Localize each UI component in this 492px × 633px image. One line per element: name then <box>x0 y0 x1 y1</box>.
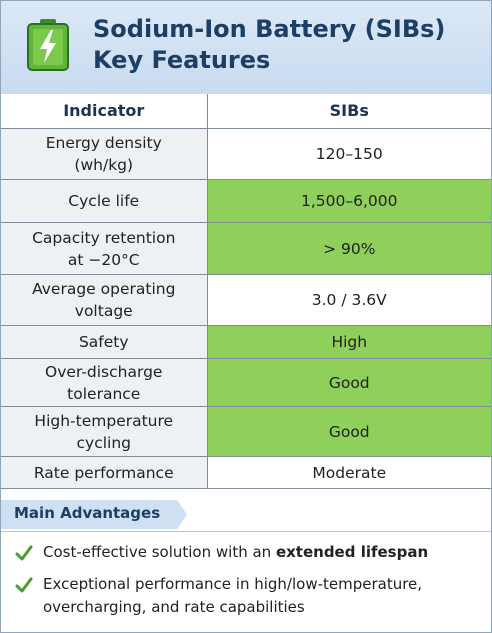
features-table: Indicator SIBs Energy density (wh/kg) 12… <box>1 94 491 489</box>
title-line-1: Sodium-Ion Battery (SIBs) <box>93 15 446 43</box>
check-icon <box>15 545 33 561</box>
advantage-text: Cost-effective solution with an <box>43 543 276 561</box>
indicator-line-1: Capacity retention <box>32 228 176 247</box>
indicator-line-2: (wh/kg) <box>74 156 134 174</box>
column-header-indicator: Indicator <box>1 94 208 129</box>
indicator-line-2: at −20°C <box>67 250 140 269</box>
value-cell: High <box>206 325 491 359</box>
advantages-heading-tab: Main Advantages <box>1 500 187 529</box>
table-row: High-temperature cycling Good <box>1 406 491 457</box>
indicator-cell: Energy density (wh/kg) <box>1 128 208 180</box>
page-title: Sodium-Ion Battery (SIBs) Key Features <box>93 14 445 76</box>
indicator-line-2: cycling <box>76 433 132 452</box>
advantages-heading: Main Advantages <box>14 504 161 522</box>
table-row: Safety High <box>1 325 491 359</box>
table-header-row: Indicator SIBs <box>1 94 491 129</box>
header-banner: Sodium-Ion Battery (SIBs) Key Features <box>1 1 491 95</box>
advantage-text-line-2: overcharging, and rate capabilities <box>43 598 305 616</box>
value-cell: Good <box>206 406 491 457</box>
advantage-emphasis: extended lifespan <box>275 543 429 561</box>
list-item: Cost-effective solution with an extended… <box>15 541 485 564</box>
title-line-2: Key Features <box>93 46 271 74</box>
table-row: Capacity retention at −20°C > 90% <box>1 222 491 275</box>
tab-arrow-shape <box>1 500 187 529</box>
battery-charging-icon <box>27 19 69 71</box>
indicator-cell: Capacity retention at −20°C <box>1 222 208 275</box>
indicator-line-1: Energy density <box>45 134 162 152</box>
table-row: Cycle life 1,500–6,000 <box>1 179 491 223</box>
value-cell: Good <box>206 358 491 407</box>
value-cell: 3.0 / 3.6V <box>206 274 491 326</box>
indicator-cell: Average operating voltage <box>1 274 208 326</box>
check-icon <box>15 577 33 593</box>
value-cell: 1,500–6,000 <box>206 179 491 223</box>
indicator-line-2: tolerance <box>67 384 141 403</box>
advantage-text-line-1: Exceptional performance in high/low-temp… <box>43 575 423 593</box>
value-cell: > 90% <box>206 222 491 275</box>
indicator-cell: High-temperature cycling <box>1 406 208 457</box>
indicator-cell: Safety <box>1 325 208 359</box>
indicator-cell: Over-discharge tolerance <box>1 358 208 407</box>
indicator-cell: Cycle life <box>1 179 208 223</box>
indicator-line-1: Average operating <box>32 280 176 298</box>
value-cell: 120–150 <box>206 128 491 180</box>
value-cell: Moderate <box>206 456 491 489</box>
list-item: Exceptional performance in high/low-temp… <box>15 573 485 619</box>
indicator-cell: Rate performance <box>1 456 208 489</box>
divider <box>1 531 491 532</box>
indicator-line-1: High-temperature <box>34 411 174 430</box>
indicator-line-2: voltage <box>74 302 133 320</box>
table-row: Energy density (wh/kg) 120–150 <box>1 128 491 180</box>
indicator-line-1: Over-discharge <box>45 362 163 381</box>
column-header-sibs: SIBs <box>206 94 491 129</box>
advantages-list: Cost-effective solution with an extended… <box>15 541 485 628</box>
table-row: Average operating voltage 3.0 / 3.6V <box>1 274 491 326</box>
table-row: Over-discharge tolerance Good <box>1 358 491 407</box>
table-row: Rate performance Moderate <box>1 456 491 489</box>
